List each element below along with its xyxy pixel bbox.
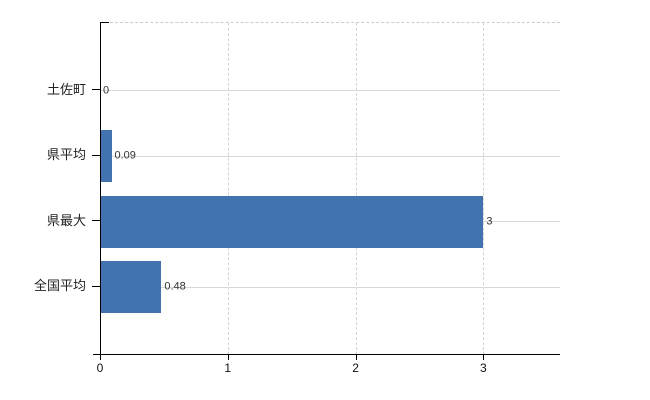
bar-県平均: [100, 130, 112, 183]
x-tick-label: 2: [352, 361, 359, 375]
category-label: 全国平均: [33, 278, 86, 294]
x-tick-label: 1: [224, 361, 232, 375]
value-label: 0: [103, 84, 110, 97]
bar-全国平均: [100, 261, 162, 314]
y-axis-tick: [92, 154, 100, 156]
x-axis-line: [93, 354, 560, 355]
value-label: 3: [486, 215, 493, 228]
y-axis-tick: [92, 89, 100, 91]
vertical-gridline: [483, 23, 485, 355]
plot-area: 0 0.09 3 0.48: [100, 22, 560, 355]
value-label: 0.48: [164, 280, 186, 293]
category-gridline: [100, 155, 560, 157]
category-gridline: [100, 90, 560, 92]
bar-県最大: [100, 195, 484, 248]
category-label: 県平均: [46, 147, 86, 163]
vertical-gridline: [355, 23, 357, 355]
category-gridline: [100, 286, 560, 288]
x-axis-tick: [483, 355, 485, 360]
vertical-gridline: [227, 23, 229, 355]
category-label: 県最大: [46, 212, 86, 228]
y-axis-top-cap: [100, 22, 109, 23]
y-axis-tick: [92, 220, 100, 222]
x-axis-tick: [355, 355, 357, 360]
category-label: 土佐町: [46, 81, 86, 97]
x-axis-tick: [100, 355, 101, 360]
x-axis-tick: [227, 355, 229, 360]
y-axis-line: [100, 22, 101, 354]
y-axis-tick: [92, 285, 100, 287]
x-tick-label: 3: [479, 361, 487, 375]
x-tick-label: 0: [96, 361, 104, 375]
value-label: 0.09: [114, 149, 136, 162]
